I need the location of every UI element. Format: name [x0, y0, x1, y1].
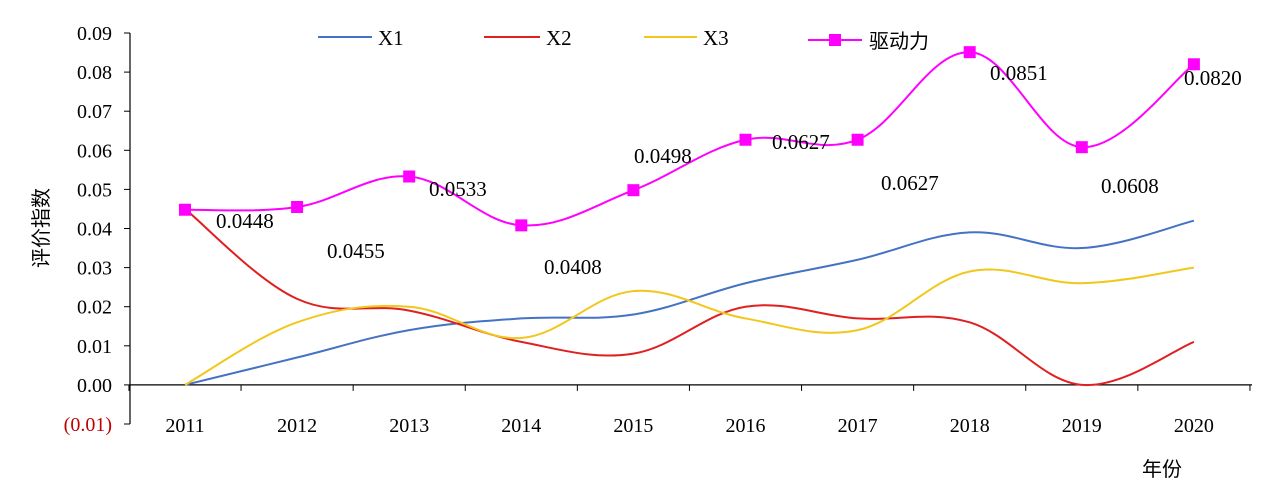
data-point-marker — [515, 219, 528, 232]
x-tick-label: 2019 — [1062, 415, 1102, 437]
data-label: 0.0608 — [1101, 174, 1159, 198]
series-lines — [184, 51, 1195, 386]
data-label: 0.0455 — [327, 239, 385, 263]
x-tick-label: 2014 — [501, 415, 541, 437]
legend-label: 驱动力 — [869, 29, 929, 53]
y-tick-label: 0.02 — [77, 297, 112, 319]
y-axis-title: 评价指数 — [29, 188, 53, 268]
legend-item-4: 驱动力 — [808, 29, 929, 53]
x-tick-label: 2015 — [613, 415, 653, 437]
legend-item-1: X1 — [318, 26, 404, 50]
data-point-marker — [1075, 141, 1088, 154]
y-tick-label: (0.01) — [64, 414, 112, 436]
data-label: 0.0408 — [544, 255, 602, 279]
legend: X1 X2 X3 驱动力 — [318, 26, 929, 53]
data-labels: 0.0448 0.0455 0.0533 0.0408 0.0498 0.0627 0.06… — [216, 61, 1242, 279]
legend-label: X2 — [546, 26, 572, 50]
data-label: 0.0851 — [990, 61, 1048, 85]
x-tick-label: 2012 — [277, 415, 317, 437]
series-line-4 — [184, 51, 1195, 227]
data-point-marker — [179, 203, 191, 216]
y-tick-label: 0.03 — [77, 258, 112, 280]
series-markers — [179, 46, 1200, 232]
y-tick-label: 0.06 — [77, 140, 112, 162]
y-tick-label: 0.00 — [77, 375, 112, 397]
series-line-2 — [184, 208, 1195, 386]
y-tick-label: 0.05 — [77, 179, 112, 201]
data-point-marker — [851, 133, 864, 146]
y-tick-label: 0.04 — [77, 219, 112, 241]
x-axis-title: 年份 — [1142, 457, 1182, 481]
data-label: 0.0498 — [634, 144, 692, 168]
y-tick-label: 0.08 — [77, 62, 112, 84]
legend-item-2: X2 — [484, 26, 572, 50]
x-tick-label: 2017 — [838, 415, 878, 437]
series-line-3 — [184, 266, 1195, 386]
axes: 0.09 0.08 0.07 0.06 0.05 0.04 0.03 0.02 0.01 0.00… — [64, 23, 1252, 437]
data-label: 0.0820 — [1184, 66, 1242, 90]
data-label: 0.0627 — [881, 171, 939, 195]
data-label: 0.0627 — [772, 130, 830, 154]
x-tick-label: 2020 — [1174, 415, 1214, 437]
legend-label: X3 — [703, 26, 729, 50]
data-label: 0.0448 — [216, 209, 274, 233]
legend-item-3: X3 — [644, 26, 729, 50]
data-point-marker — [739, 133, 752, 146]
x-tick-label: 2013 — [389, 415, 429, 437]
y-tick-label: 0.07 — [77, 101, 112, 123]
y-tick-label: 0.01 — [77, 336, 112, 358]
legend-label: X1 — [378, 26, 404, 50]
legend-marker — [829, 34, 841, 46]
y-tick-label: 0.09 — [77, 23, 112, 45]
data-point-marker — [1187, 58, 1200, 71]
x-tick-label: 2016 — [726, 415, 766, 437]
x-tick-label: 2018 — [950, 415, 990, 437]
x-tick-label: 2011 — [165, 415, 204, 437]
data-point-marker — [403, 170, 416, 183]
data-label: 0.0533 — [429, 177, 487, 201]
data-point-marker — [627, 184, 640, 197]
data-point-marker — [963, 46, 976, 59]
data-point-marker — [291, 200, 304, 213]
